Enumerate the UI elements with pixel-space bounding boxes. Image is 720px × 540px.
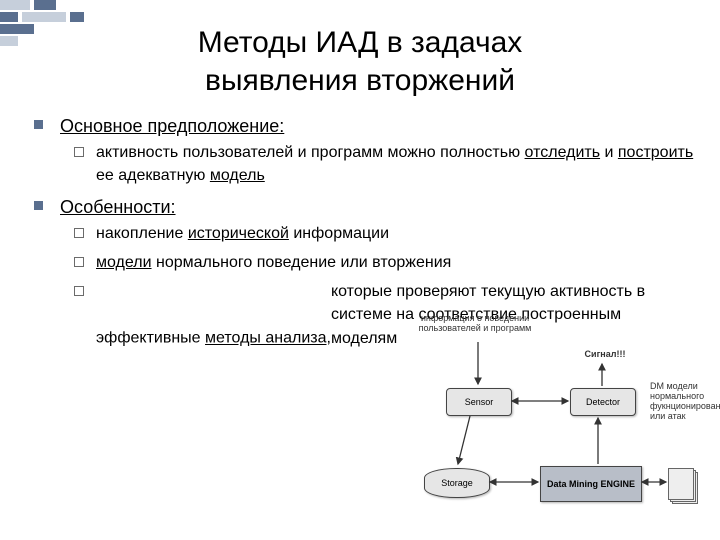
architecture-diagram: информация о поведении пользователей и п… xyxy=(400,318,710,528)
title-line-1: Методы ИАД в задачах xyxy=(198,26,523,59)
list-subitem: активность пользователей и программ можн… xyxy=(60,141,694,187)
list-heading: Основное предположение: xyxy=(60,116,284,136)
list-item: Основное предположение: активность пользо… xyxy=(30,113,694,188)
decorative-tiles xyxy=(0,0,140,50)
list-heading: Особенности: xyxy=(60,197,176,217)
list-subitem: накопление исторической информации xyxy=(60,222,694,245)
list-subitem: модели нормального поведение или вторжен… xyxy=(60,251,694,274)
diagram-arrows xyxy=(400,318,710,528)
title-line-2: выявления вторжений xyxy=(205,64,515,97)
slide-body: Основное предположение: активность пользо… xyxy=(0,113,720,350)
